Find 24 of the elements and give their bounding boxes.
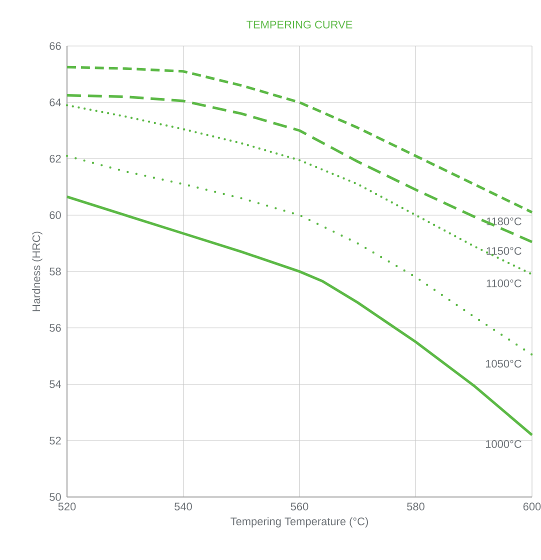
y-tick-label: 64 [50, 98, 62, 106]
x-tick-label: 520 [58, 502, 76, 510]
series-label: 1000°C [486, 440, 522, 448]
x-tick-label: 540 [174, 502, 192, 510]
y-tick-label: 62 [50, 154, 61, 163]
x-axis-title: Tempering Temperature (°C) [230, 517, 368, 528]
x-tick-label: 580 [407, 502, 424, 510]
line-series [66, 94, 534, 244]
chart-title: TEMPERING CURVE [246, 20, 352, 28]
y-tick-label: 58 [50, 268, 61, 276]
x-tick-label: 560 [290, 502, 308, 510]
line-series [66, 154, 534, 356]
series-label: 1150°C [486, 247, 522, 255]
series-label: 1100°C [486, 280, 522, 288]
y-axis-title: Hardness (HRC) [32, 232, 42, 312]
x-tick-label: 600 [523, 502, 541, 510]
y-tick-label: 60 [50, 211, 61, 219]
y-tick-label: 50 [50, 493, 61, 501]
y-tick-label: 56 [50, 324, 61, 332]
series-label: 1050°C [486, 360, 522, 368]
line-series [66, 196, 534, 436]
y-tick-label: 66 [50, 42, 61, 50]
y-tick-label: 54 [50, 380, 62, 388]
y-tick-label: 52 [50, 436, 61, 445]
